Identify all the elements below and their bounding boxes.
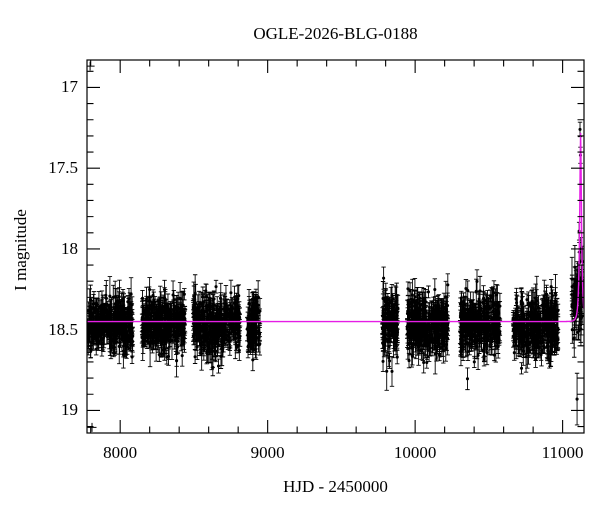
x-tick-label-8000: 8000 <box>103 443 138 462</box>
y-tick-label-17.5: 17.5 <box>48 158 78 178</box>
x-tick-label-11000: 11000 <box>541 443 584 462</box>
y-tick-label-17: 17 <box>61 77 78 97</box>
x-axis-label: HJD - 2450000 <box>283 477 388 496</box>
y-tick-label-19: 19 <box>61 400 78 420</box>
chart-title: OGLE-2026-BLG-0188 <box>253 24 418 43</box>
y-tick-label-18.5: 18.5 <box>48 319 78 339</box>
y-tick-label-18: 18 <box>61 238 78 258</box>
x-tick-label-10000: 10000 <box>393 443 437 462</box>
x-tick-label-9000: 9000 <box>250 443 285 462</box>
